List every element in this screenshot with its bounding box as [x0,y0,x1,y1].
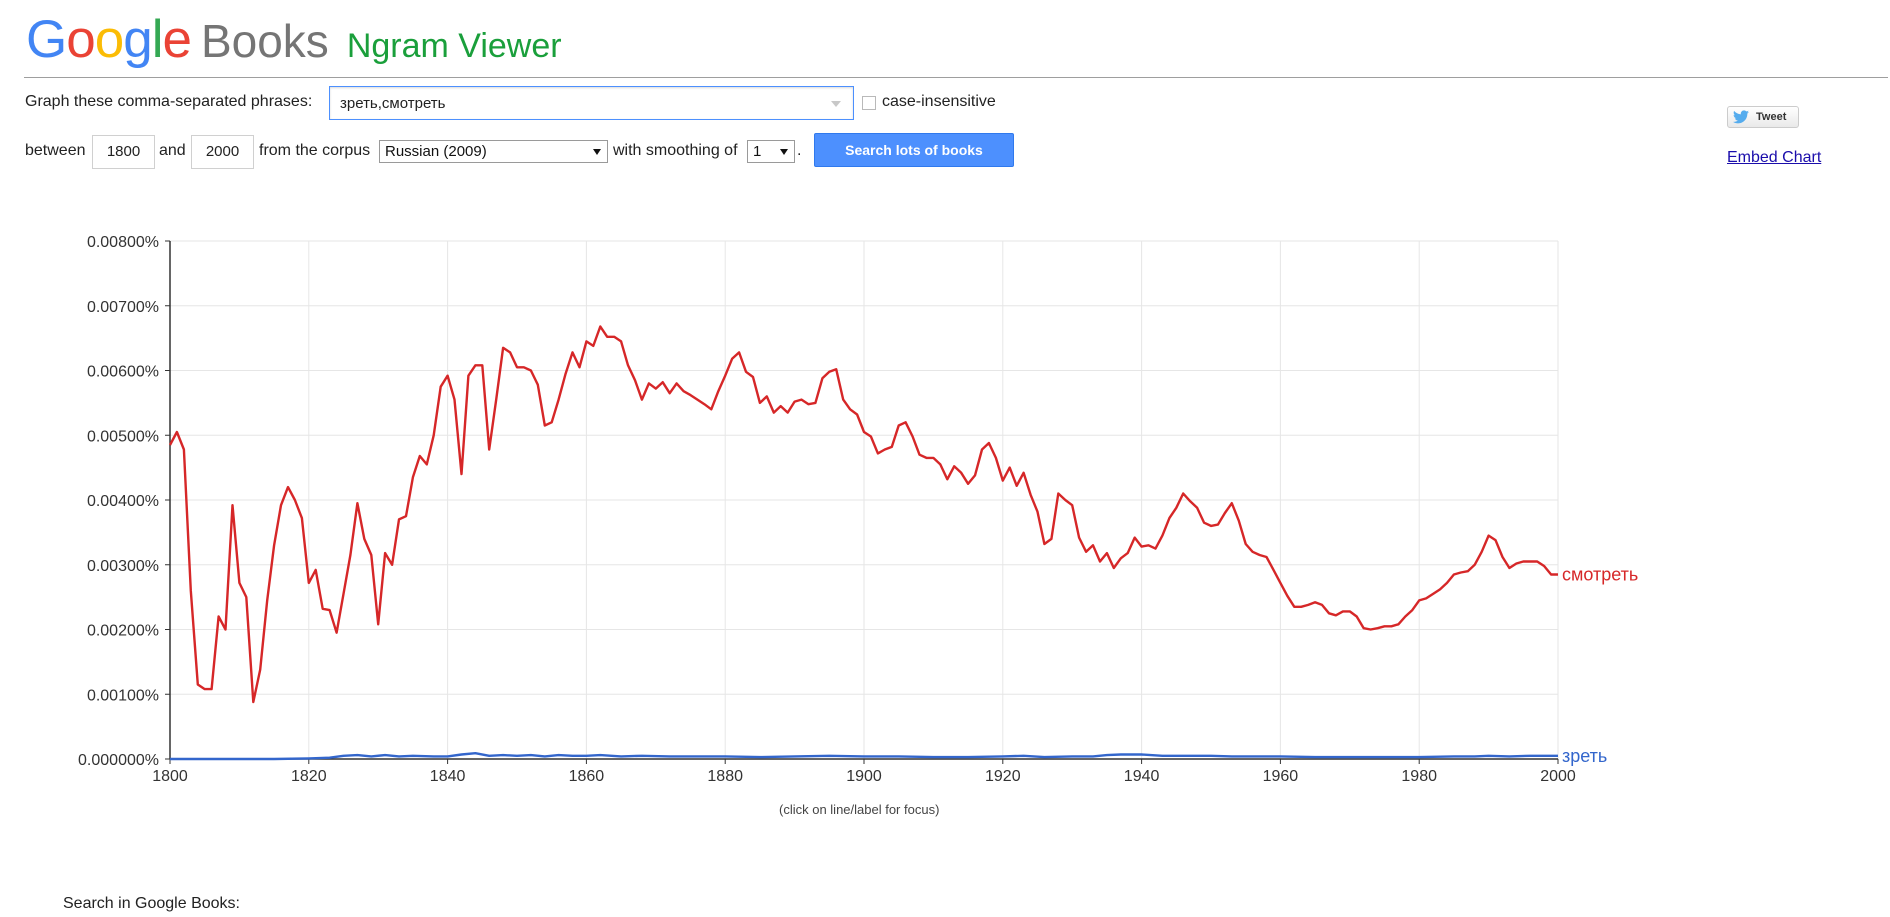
x-tick-label: 1880 [707,768,743,785]
x-tick-label: 2000 [1540,768,1576,785]
dropdown-arrow-icon[interactable] [831,101,841,107]
y-tick-label: 0.00700% [87,299,159,316]
smoothing-select[interactable]: 1 [747,140,795,163]
query-input[interactable]: зреть,смотреть [329,86,854,120]
embed-chart-link[interactable]: Embed Chart [1727,149,1822,166]
x-tick-label: 1980 [1401,768,1437,785]
series-label-зреть[interactable]: зреть [1562,746,1607,766]
tweet-label: Tweet [1756,111,1787,123]
corpus-label: from the corpus [259,142,371,159]
y-tick-label: 0.00200% [87,623,159,640]
y-tick-label: 0.00100% [87,687,159,704]
series-label-смотреть[interactable]: смотреть [1562,564,1638,584]
series-line-смотреть[interactable] [168,325,1558,704]
case-insensitive-checkbox[interactable] [862,96,876,110]
y-tick-label: 0.00400% [87,493,159,510]
y-tick-label: 0.000000% [78,752,159,769]
x-tick-label: 1920 [985,768,1021,785]
books-wordmark: Books [200,15,329,67]
between-label: between [25,142,86,159]
case-insensitive-label: case-insensitive [882,93,996,110]
x-tick-label: 1840 [430,768,466,785]
logo-letter: e [162,10,192,69]
smoothing-label: with smoothing of [613,142,738,159]
google-wordmark: Google [26,10,192,69]
twitter-bird-icon [1733,110,1749,124]
search-button[interactable]: Search lots of books [814,133,1014,167]
x-tick-label: 1800 [152,768,188,785]
x-tick-label: 1860 [569,768,605,785]
select-arrow-icon [593,149,601,155]
x-tick-label: 1820 [291,768,327,785]
series-line-зреть[interactable] [170,752,1558,761]
logo-letter: o [66,10,96,69]
corpus-select[interactable]: Russian (2009) [379,140,608,163]
query-label: Graph these comma-separated phrases: [25,93,313,110]
search-in-books-label: Search in Google Books: [63,895,240,912]
x-tick-label: 1940 [1124,768,1160,785]
start-year-input[interactable]: 1800 [92,135,155,169]
query-value: зреть,смотреть [340,95,446,112]
logo-letter: l [151,10,164,69]
page-title: Ngram Viewer [346,27,562,65]
select-arrow-icon [780,149,788,155]
header-divider [24,77,1888,78]
x-tick-label: 1900 [846,768,882,785]
logo-letter: g [123,10,153,69]
y-tick-label: 0.00800% [87,234,159,251]
ngram-chart: 1800 1820 1840 1860 1880 1900 1920 1940 1960 1980… [78,234,1638,785]
end-year-input[interactable]: 2000 [191,135,254,169]
y-tick-label: 0.00500% [87,428,159,445]
x-tick-label: 1960 [1263,768,1299,785]
google-books-logo[interactable]: Google Books Ngram Viewer [26,12,562,68]
focus-hint: (click on line/label for focus) [779,802,940,817]
smoothing-value: 1 [753,143,762,160]
tweet-button[interactable]: Tweet [1727,106,1799,128]
period: . [797,142,802,159]
y-tick-label: 0.00300% [87,558,159,575]
logo-letter: o [94,10,125,69]
logo-letter: G [26,10,67,69]
and-label: and [159,142,186,159]
y-tick-label: 0.00600% [87,364,159,381]
corpus-value: Russian (2009) [385,143,487,160]
